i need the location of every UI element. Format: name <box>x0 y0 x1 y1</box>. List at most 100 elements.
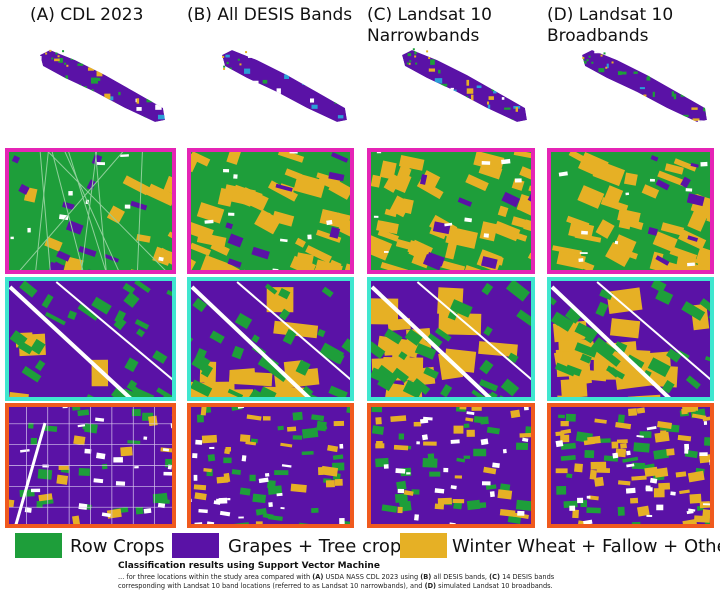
map-patch <box>552 245 582 256</box>
overview-patch <box>486 101 490 105</box>
map-patch <box>58 214 69 221</box>
overview-speck <box>426 50 429 53</box>
map-patch <box>679 489 690 495</box>
map-patch <box>262 416 271 421</box>
map-patch <box>82 425 98 431</box>
map-road <box>136 148 144 274</box>
overview-patch <box>674 57 680 63</box>
map-patch <box>56 474 69 485</box>
overview-patch <box>673 93 677 100</box>
map-patch <box>383 173 402 193</box>
map-patch <box>560 442 576 450</box>
map-patch <box>656 420 673 430</box>
overview-patch <box>251 120 258 122</box>
map-patch <box>501 191 521 208</box>
map-panel <box>5 148 176 274</box>
overview-patch <box>456 97 461 104</box>
map-patch <box>617 506 625 516</box>
map-patch <box>703 503 712 506</box>
map-patch <box>566 473 573 479</box>
overview-patch <box>647 73 651 78</box>
map-patch <box>239 434 251 443</box>
map-patch <box>101 463 108 470</box>
map-panel <box>367 148 535 274</box>
overview-patch <box>155 104 162 110</box>
map-patch <box>489 491 495 498</box>
overview-patch <box>254 114 260 119</box>
overview-patch <box>157 94 163 99</box>
map-patch <box>550 311 574 332</box>
map-patch <box>502 448 507 454</box>
map-river <box>550 285 674 401</box>
overview-patch <box>113 118 120 122</box>
overview-patch <box>470 94 474 101</box>
overview-speck <box>223 65 226 68</box>
overview-patch <box>281 108 287 112</box>
caption-title: Classification results using Support Vec… <box>118 561 380 571</box>
overview-patch <box>135 81 141 85</box>
map-patch <box>398 351 408 361</box>
overview-patch <box>335 78 340 84</box>
overview-patch <box>272 96 277 100</box>
map-patch <box>406 472 411 475</box>
map-patch <box>398 433 405 440</box>
overview-patch <box>589 73 592 79</box>
map-patch <box>397 506 403 514</box>
map-patch <box>129 384 138 393</box>
overview-patch <box>499 87 503 93</box>
overview-patch <box>326 87 333 91</box>
map-border <box>367 403 535 528</box>
overview-patch <box>149 59 153 64</box>
overview-patch <box>488 96 494 100</box>
caption-segment: USDA NASS CDL 2023 using <box>323 573 421 581</box>
map-patch <box>226 148 242 165</box>
map-patch <box>560 378 588 399</box>
map-patch <box>189 242 212 256</box>
map-patch <box>251 246 270 260</box>
overview-patch <box>405 115 413 120</box>
map-patch <box>534 474 535 480</box>
map-patch <box>131 409 141 417</box>
map-patch <box>301 427 319 439</box>
map-patch <box>293 173 326 199</box>
map-patch <box>189 151 211 167</box>
overview-patch <box>639 116 646 121</box>
map-patch <box>27 227 31 233</box>
overview-patch <box>126 118 129 122</box>
overview-patch <box>490 50 498 56</box>
map-patch <box>91 296 112 315</box>
overview-patch <box>486 69 490 75</box>
map-patch <box>479 359 494 375</box>
map-patch <box>483 466 497 475</box>
overview-patch <box>163 50 165 56</box>
map-patch <box>512 512 529 520</box>
overview-patch <box>93 98 98 101</box>
map-patch <box>636 435 644 438</box>
map-patch <box>210 241 230 256</box>
map-patch <box>511 216 534 231</box>
map-patch <box>687 210 708 232</box>
overview-patch <box>262 79 268 84</box>
overview-patch <box>335 94 341 99</box>
map-patch <box>555 440 564 448</box>
map-patch <box>505 279 531 302</box>
map-patch <box>302 385 314 397</box>
overview-patch <box>510 52 514 57</box>
map-patch <box>239 487 251 496</box>
map-patch <box>193 474 198 481</box>
map-patch <box>444 222 453 227</box>
map-patch <box>449 299 473 318</box>
overview-patch <box>585 75 592 78</box>
map-patch <box>95 417 105 422</box>
map-patch <box>192 297 208 313</box>
map-patch <box>398 154 425 171</box>
overview-patch <box>680 90 688 97</box>
map-patch <box>317 467 324 476</box>
overview-patch <box>499 57 505 62</box>
map-patch <box>419 174 428 185</box>
map-patch <box>636 407 646 414</box>
map-patch <box>96 162 106 166</box>
map-patch <box>588 495 599 501</box>
map-patch <box>578 258 584 263</box>
overview-patch <box>634 99 640 102</box>
